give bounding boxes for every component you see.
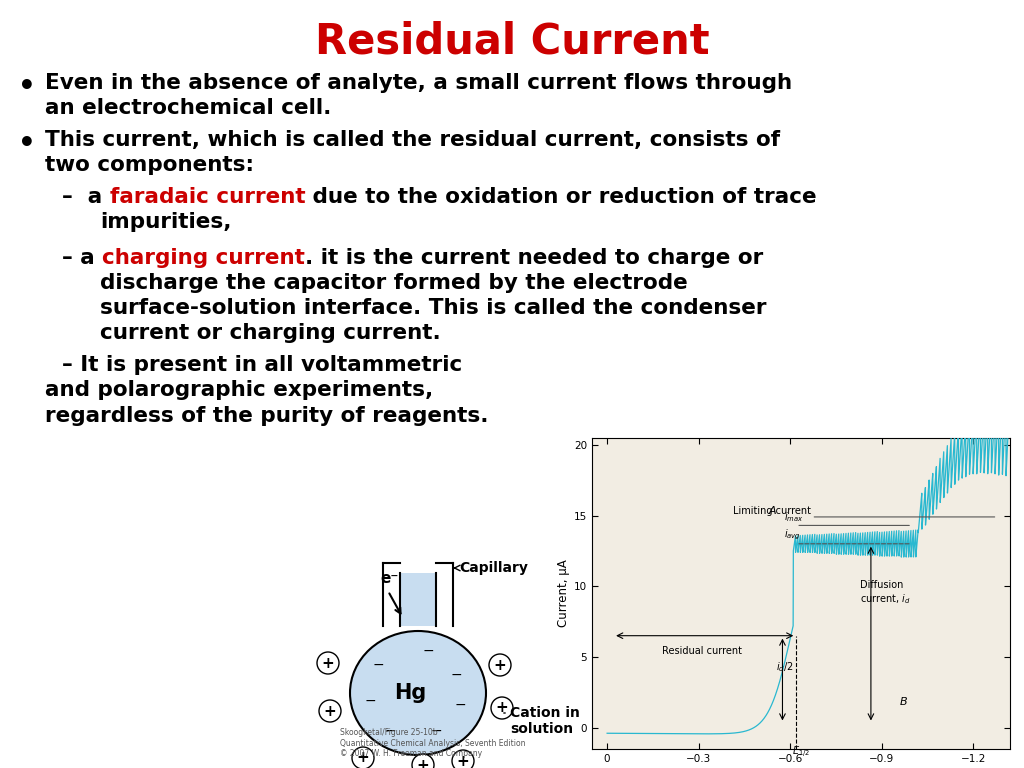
Text: due to the oxidation or reduction of trace: due to the oxidation or reduction of tra… — [305, 187, 817, 207]
Circle shape — [489, 654, 511, 676]
Circle shape — [319, 700, 341, 722]
Text: Hg: Hg — [394, 683, 426, 703]
Text: −: − — [451, 668, 462, 682]
Text: Limiting current: Limiting current — [733, 505, 811, 515]
Text: −: − — [365, 694, 376, 708]
Text: +: + — [494, 657, 507, 673]
Text: surface-solution interface. This is called the condenser: surface-solution interface. This is call… — [100, 298, 767, 318]
Text: current or charging current.: current or charging current. — [100, 323, 440, 343]
Circle shape — [317, 652, 339, 674]
Text: – a: – a — [62, 248, 102, 268]
Text: •: • — [18, 130, 36, 158]
Text: . it is the current needed to charge or: . it is the current needed to charge or — [305, 248, 763, 268]
Text: +: + — [457, 753, 469, 768]
Text: B: B — [900, 697, 907, 707]
Circle shape — [412, 754, 434, 768]
Text: $i_d$/2: $i_d$/2 — [776, 660, 794, 674]
Text: This current, which is called the residual current, consists of: This current, which is called the residu… — [45, 130, 780, 150]
Y-axis label: Current, μA: Current, μA — [557, 559, 569, 627]
Text: Skoogketal/Figure 25-10b
Quantitative Chemical Analysis, Seventh Edition
© 2007 : Skoogketal/Figure 25-10b Quantitative Ch… — [340, 728, 525, 758]
Text: Diffusion
current, $i_d$: Diffusion current, $i_d$ — [860, 581, 911, 606]
Text: Cation in
solution: Cation in solution — [510, 706, 580, 736]
Text: –  a: – a — [62, 187, 110, 207]
Text: an electrochemical cell.: an electrochemical cell. — [45, 98, 332, 118]
Text: $i_{max}$: $i_{max}$ — [784, 510, 804, 524]
Text: +: + — [496, 700, 508, 716]
Text: faradaic current: faradaic current — [110, 187, 305, 207]
Text: −: − — [455, 698, 466, 712]
Text: Residual current: Residual current — [662, 646, 741, 656]
Text: Residual Current: Residual Current — [314, 20, 710, 62]
Text: Capillary: Capillary — [459, 561, 528, 575]
Text: impurities,: impurities, — [100, 212, 231, 232]
Text: +: + — [356, 750, 370, 766]
Text: charging current: charging current — [102, 248, 305, 268]
Text: $E_{1/2}$: $E_{1/2}$ — [792, 744, 810, 760]
Circle shape — [490, 697, 513, 719]
Text: −: − — [422, 644, 434, 658]
Text: Even in the absence of analyte, a small current flows through: Even in the absence of analyte, a small … — [45, 73, 793, 93]
Text: regardless of the purity of reagents.: regardless of the purity of reagents. — [45, 406, 488, 426]
Text: −: − — [430, 724, 441, 738]
Text: −: − — [384, 724, 396, 738]
Text: +: + — [322, 656, 335, 670]
Circle shape — [452, 750, 474, 768]
Text: e⁻: e⁻ — [381, 571, 399, 586]
Text: – It is present in all voltammetric: – It is present in all voltammetric — [62, 355, 462, 375]
Text: $i_{avg}$: $i_{avg}$ — [784, 528, 801, 542]
Text: two components:: two components: — [45, 155, 254, 175]
Text: discharge the capacitor formed by the electrode: discharge the capacitor formed by the el… — [100, 273, 688, 293]
Text: +: + — [324, 703, 336, 719]
Circle shape — [352, 747, 374, 768]
Text: +: + — [417, 757, 429, 768]
Text: and polarographic experiments,: and polarographic experiments, — [45, 380, 433, 400]
Text: −: − — [372, 658, 384, 672]
Ellipse shape — [350, 631, 486, 755]
Text: A: A — [769, 505, 776, 515]
Text: •: • — [18, 73, 36, 101]
FancyBboxPatch shape — [400, 573, 436, 626]
